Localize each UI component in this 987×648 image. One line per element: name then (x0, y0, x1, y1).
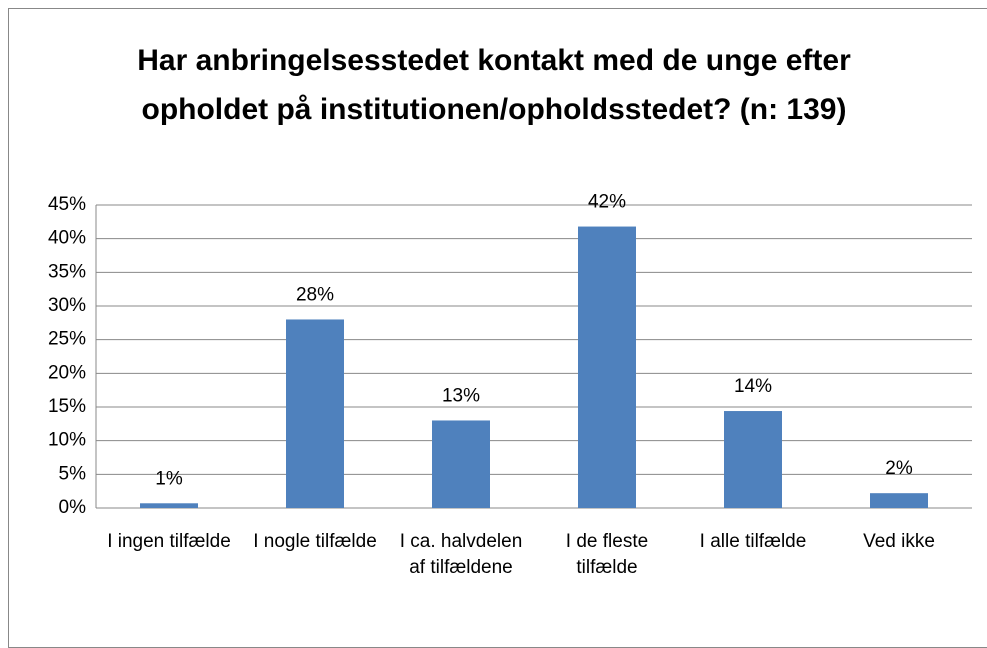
bar (870, 493, 928, 508)
y-tick-label: 30% (48, 295, 86, 316)
value-label: 28% (296, 284, 334, 305)
x-tick-label: I de fleste tilfælde (565, 531, 649, 578)
chart: Har anbringelsesstedet kontakt med de un… (8, 8, 987, 648)
bar (432, 420, 490, 508)
value-label: 2% (885, 458, 913, 479)
value-label: 1% (155, 468, 183, 489)
x-tick-label: I ingen tilfælde (107, 531, 231, 552)
y-tick-label: 45% (48, 194, 86, 215)
y-tick-label: 10% (48, 430, 86, 451)
value-label: 14% (734, 376, 772, 397)
y-tick-label: 15% (48, 396, 86, 417)
plot: 0% 5% 10% 15% 20% 25% 30% 35% 40% 45% 1% 28% 13% 42% 1… (48, 192, 972, 518)
y-tick-label: 20% (48, 362, 86, 383)
bar (724, 411, 782, 508)
x-tick-label: I ca. halvdelen af tilfældene (399, 531, 523, 578)
x-tick-label: Ved ikke (863, 531, 935, 552)
value-label: 42% (588, 192, 626, 213)
bar (140, 503, 198, 508)
x-tick-label: I nogle tilfælde (253, 531, 377, 552)
y-tick-label: 5% (59, 463, 87, 484)
chart-title: Har anbringelsesstedet kontakt med de un… (137, 44, 851, 126)
y-tick-label: 0% (59, 497, 87, 518)
y-tick-label: 40% (48, 228, 86, 249)
x-tick-label: I alle tilfælde (699, 531, 807, 552)
value-label: 13% (442, 385, 480, 406)
bar (578, 226, 636, 508)
y-tick-label: 25% (48, 329, 86, 350)
bar (286, 319, 344, 508)
y-tick-label: 35% (48, 261, 86, 282)
